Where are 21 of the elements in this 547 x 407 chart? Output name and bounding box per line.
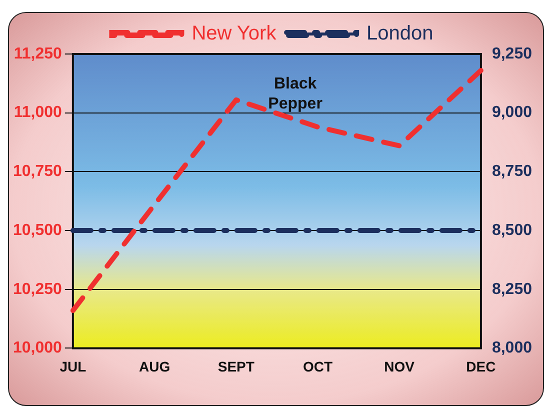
y2-tick-label: 9,000 [492,104,532,122]
y2-tick-label: 8,000 [492,340,532,357]
x-tick-label: OCT [302,358,333,374]
y2-tick-label: 8,500 [492,222,532,239]
x-tick-label: JUL [60,358,87,374]
y-tick-label: 10,000 [13,340,62,357]
y2-tick-label: 9,250 [492,45,532,62]
x-tick-label: DEC [466,358,496,374]
legend-label: London [366,22,434,45]
y2-tick-label: 8,250 [492,280,532,298]
x-tick-label: AUG [138,358,170,374]
annotation: Black Pepper [268,75,322,112]
legend-label: New York [192,22,278,45]
x-tick-label: SEPT [218,358,255,374]
y-tick-label: 10,750 [13,163,62,180]
y-tick-label: 10,250 [13,280,62,298]
x-tick-label: NOV [384,358,416,374]
y-tick-label: 11,000 [14,104,62,122]
y-tick-label: 11,250 [14,45,62,62]
y-tick-label: 10,500 [13,222,62,239]
y2-tick-label: 8,750 [492,163,532,180]
